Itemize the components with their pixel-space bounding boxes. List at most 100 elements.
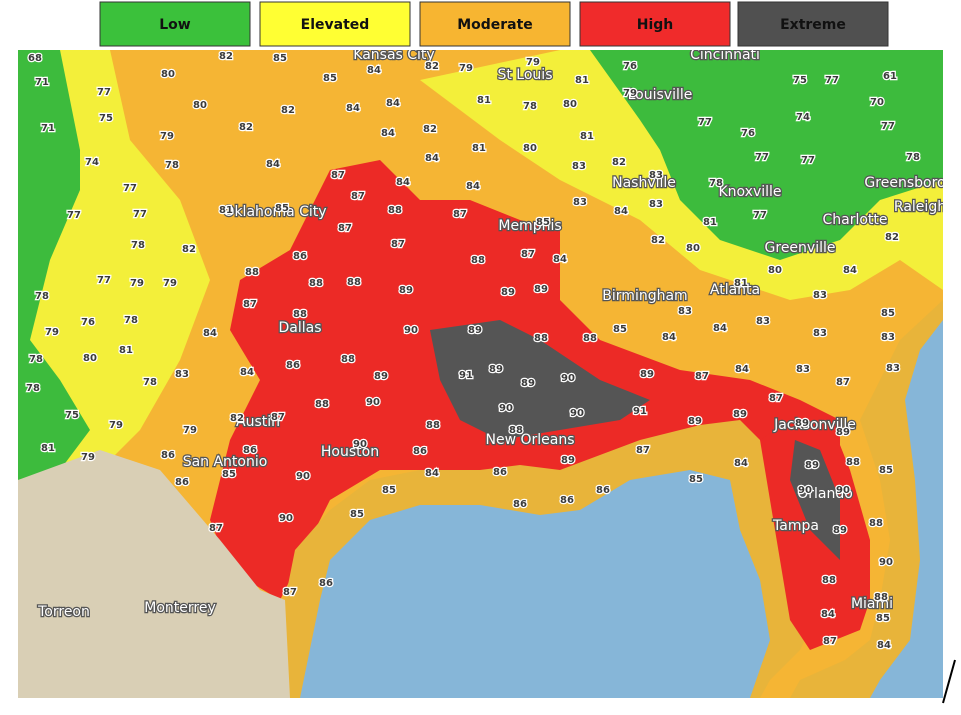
temperature-label: 88 — [245, 267, 259, 278]
temperature-label: 84 — [614, 206, 628, 217]
temperature-label: 77 — [801, 155, 815, 166]
temperature-label: 79 — [183, 425, 197, 436]
temperature-label: 82 — [423, 124, 437, 135]
temperature-label: 78 — [29, 354, 43, 365]
temperature-label: 84 — [396, 177, 410, 188]
temperature-label: 89 — [561, 455, 575, 466]
temperature-label: 91 — [459, 370, 473, 381]
temperature-label: 82 — [612, 157, 626, 168]
temperature-label: 89 — [534, 284, 548, 295]
temperature-label: 85 — [323, 73, 337, 84]
temperature-label: 80 — [193, 100, 207, 111]
temperature-label: 79 — [109, 420, 123, 431]
temperature-label: 88 — [869, 518, 883, 529]
temperature-label: 90 — [561, 373, 575, 384]
temperature-label: 87 — [338, 223, 352, 234]
temperature-label: 85 — [689, 474, 703, 485]
city-label: Louisville — [628, 87, 693, 103]
temperature-label: 78 — [143, 377, 157, 388]
city-label: Birmingham — [602, 288, 687, 304]
temperature-label: 82 — [885, 232, 899, 243]
temperature-label: 76 — [623, 61, 637, 72]
city-label: Atlanta — [710, 282, 760, 298]
legend-label: Low — [159, 17, 191, 33]
temperature-label: 85 — [613, 324, 627, 335]
temperature-label: 91 — [633, 406, 647, 417]
city-label: Jacksonville — [773, 417, 856, 433]
temperature-label: 80 — [161, 69, 175, 80]
temperature-label: 82 — [651, 235, 665, 246]
temperature-label: 86 — [413, 446, 427, 457]
temperature-label: 90 — [499, 403, 513, 414]
temperature-label: 89 — [688, 416, 702, 427]
legend-swatch — [259, 1, 411, 47]
city-label: Nashville — [612, 175, 676, 191]
temperature-label: 90 — [366, 397, 380, 408]
temperature-label: 84 — [662, 332, 676, 343]
city-label: Oklahoma City — [223, 204, 326, 220]
temperature-label: 76 — [741, 128, 755, 139]
temperature-label: 84 — [734, 458, 748, 469]
city-label: St Louis — [497, 67, 552, 83]
temperature-label: 79 — [130, 278, 144, 289]
temperature-label: 77 — [97, 87, 111, 98]
temperature-label: 89 — [501, 287, 515, 298]
temperature-label: 77 — [67, 210, 81, 221]
temperature-label: 84 — [877, 640, 891, 651]
city-label: Kansas City — [353, 47, 434, 63]
temperature-label: 81 — [119, 345, 133, 356]
temperature-label: 78 — [165, 160, 179, 171]
atlantic-water — [870, 320, 943, 698]
temperature-label: 78 — [906, 152, 920, 163]
temperature-label: 86 — [243, 445, 257, 456]
temperature-label: 84 — [266, 159, 280, 170]
temperature-label: 83 — [796, 364, 810, 375]
temperature-label: 90 — [836, 485, 850, 496]
temperature-label: 80 — [83, 353, 97, 364]
temperature-label: 87 — [209, 523, 223, 534]
map-area: Kansas City St Louis Cincinnati Louisville N… — [18, 47, 943, 698]
temperature-label: 87 — [283, 587, 297, 598]
temperature-label: 61 — [883, 71, 897, 82]
city-label: Cincinnati — [690, 47, 760, 63]
temperature-label: 88 — [315, 399, 329, 410]
legend: Low Elevated Moderate High Extreme — [99, 1, 889, 47]
temperature-label: 83 — [756, 316, 770, 327]
temperature-label: 86 — [560, 495, 574, 506]
temperature-label: 84 — [386, 98, 400, 109]
temperature-label: 81 — [703, 217, 717, 228]
temperature-label: 81 — [219, 205, 233, 216]
temperature-label: 89 — [733, 409, 747, 420]
temperature-label: 86 — [293, 251, 307, 262]
temperature-label: 83 — [649, 170, 663, 181]
temperature-label: 81 — [472, 143, 486, 154]
temperature-label: 87 — [331, 170, 345, 181]
temperature-label: 79 — [526, 57, 540, 68]
temperature-label: 87 — [521, 249, 535, 260]
temperature-label: 84 — [425, 153, 439, 164]
temperature-label: 80 — [686, 243, 700, 254]
legend-swatch — [737, 1, 889, 47]
slash — [942, 659, 956, 704]
temperature-label: 81 — [580, 131, 594, 142]
legend-swatch — [579, 1, 731, 47]
temperature-label: 70 — [870, 97, 884, 108]
city-label: Orlando — [797, 486, 853, 502]
coastal-band — [790, 300, 943, 698]
temperature-label: 85 — [879, 465, 893, 476]
temperature-label: 84 — [203, 328, 217, 339]
temperature-label: 78 — [124, 315, 138, 326]
temperature-label: 88 — [471, 255, 485, 266]
temperature-label: 87 — [351, 191, 365, 202]
temperature-label: 85 — [536, 217, 550, 228]
temperature-label: 77 — [698, 117, 712, 128]
temperature-label: 74 — [796, 112, 810, 123]
temperature-label: 77 — [753, 210, 767, 221]
temperature-label: 85 — [350, 509, 364, 520]
temperature-label: 90 — [353, 439, 367, 450]
temperature-label: 87 — [636, 445, 650, 456]
legend-swatch — [99, 1, 251, 47]
extreme-zone — [430, 320, 650, 440]
city-label: Tampa — [772, 518, 819, 534]
temperature-label: 86 — [319, 578, 333, 589]
